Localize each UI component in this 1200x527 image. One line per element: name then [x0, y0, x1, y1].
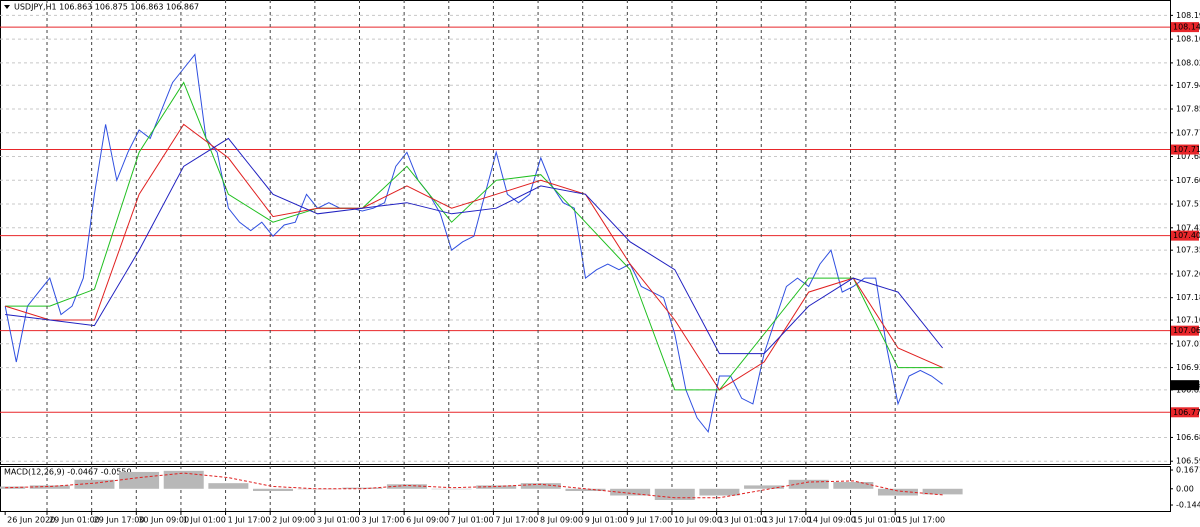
y-tick-label: 108.020: [1176, 58, 1200, 67]
macd-bar: [253, 488, 294, 492]
menu-arrow[interactable]: [4, 5, 10, 9]
x-tick-label: 15 Jul 17:00: [897, 516, 945, 525]
y-tick-label: 107.770: [1176, 128, 1200, 137]
level-label: 107.402: [1173, 231, 1200, 240]
series-line: [5, 137, 943, 355]
macd-bar: [297, 488, 338, 490]
x-tick-label: 10 Jul 09:00: [674, 516, 722, 525]
level-tag: [1171, 144, 1199, 155]
level-label: 108.148: [1173, 23, 1200, 32]
x-tick-label: 29 Jun 17:00: [94, 516, 145, 525]
y-tick-label: 106.930: [1176, 363, 1200, 372]
level-label: 107.710: [1173, 145, 1200, 154]
last-price-tag: [1171, 380, 1199, 391]
macd-bar: [877, 488, 918, 496]
x-tick-label: 14 Jul 09:00: [808, 516, 856, 525]
x-tick-label: 1 Jul 17:00: [228, 516, 271, 525]
y-tick-label: 107.430: [1176, 223, 1200, 232]
x-tick-label: 7 Jul 17:00: [495, 516, 538, 525]
macd-bar: [431, 488, 472, 490]
y-tick-label: 0.1671: [1176, 466, 1200, 475]
symbol-header: USDJPY,H1 106.863 106.875 106.863 106.86…: [14, 3, 199, 12]
y-tick-label: 107.015: [1176, 339, 1200, 348]
y-tick-label: 0.00: [1176, 484, 1194, 493]
level-tag: [1171, 325, 1199, 336]
macd-bar: [29, 485, 70, 489]
x-tick-label: 9 Jul 01:00: [585, 516, 628, 525]
macd-bar: [520, 483, 561, 489]
macd-bar: [342, 487, 383, 489]
x-tick-label: 1 Jul 01:00: [183, 516, 226, 525]
y-tick-label: 107.350: [1176, 246, 1200, 255]
macd-bar: [654, 488, 695, 500]
y-tick-label: 107.100: [1176, 316, 1200, 325]
y-tick-label: 107.515: [1176, 200, 1200, 209]
y-tick-label: 107.855: [1176, 105, 1200, 114]
level-label: 107.062: [1173, 326, 1200, 335]
y-tick-label: 107.685: [1176, 152, 1200, 161]
macd-bar: [788, 479, 829, 489]
y-tick-label: 108.105: [1176, 35, 1200, 44]
x-tick-label: 2 Jul 09:00: [272, 516, 315, 525]
macd-bar: [833, 482, 874, 489]
level-tag: [1171, 22, 1199, 33]
level-label: 106.770: [1173, 408, 1200, 417]
y-tick-label: 107.600: [1176, 176, 1200, 185]
x-tick-label: 13 Jul 01:00: [719, 516, 767, 525]
macd-bar: [119, 471, 160, 489]
main-frame: [0, 0, 1171, 465]
x-tick-label: 3 Jul 01:00: [317, 516, 360, 525]
macd-bar: [565, 488, 606, 492]
x-tick-label: 26 Jun 2020: [7, 516, 55, 525]
x-tick-label: 13 Jul 17:00: [763, 516, 811, 525]
series-line: [4, 53, 943, 434]
y-tick-label: 108.190: [1176, 11, 1200, 20]
x-tick-label: 8 Jul 09:00: [540, 516, 583, 525]
x-tick-label: 15 Jul 01:00: [853, 516, 901, 525]
level-tag: [1171, 230, 1199, 241]
macd-bar: [476, 485, 517, 489]
x-tick-label: 9 Jul 17:00: [629, 516, 672, 525]
macd-bar: [386, 484, 427, 489]
macd-bar: [744, 485, 785, 489]
macd-bar: [610, 488, 651, 496]
macd-bar: [922, 488, 963, 495]
last-price-label: 106.867: [1173, 381, 1200, 390]
macd-bar: [699, 488, 740, 496]
x-tick-label: 6 Jul 09:00: [406, 516, 449, 525]
series-line: [5, 123, 943, 391]
series-line: [5, 472, 943, 499]
x-tick-label: 7 Jul 01:00: [451, 516, 494, 525]
y-tick-label: 106.595: [1176, 457, 1200, 466]
x-tick-label: 3 Jul 17:00: [361, 516, 404, 525]
x-tick-label: 29 Jun 01:00: [49, 516, 100, 525]
y-tick-label: 106.680: [1176, 433, 1200, 442]
y-tick-label: 107.180: [1176, 293, 1200, 302]
macd-bar: [163, 470, 204, 489]
macd-bar: [74, 479, 115, 489]
x-tick-label: 30 Jun 09:00: [138, 516, 189, 525]
macd-bar: [208, 483, 249, 489]
level-tag: [1171, 407, 1199, 418]
macd-header: MACD(12,26,9) -0.0467 -0.0550: [4, 468, 132, 477]
y-tick-label: 107.940: [1176, 81, 1200, 90]
y-tick-label: -0.1448: [1176, 501, 1200, 510]
y-tick-label: 107.265: [1176, 269, 1200, 278]
